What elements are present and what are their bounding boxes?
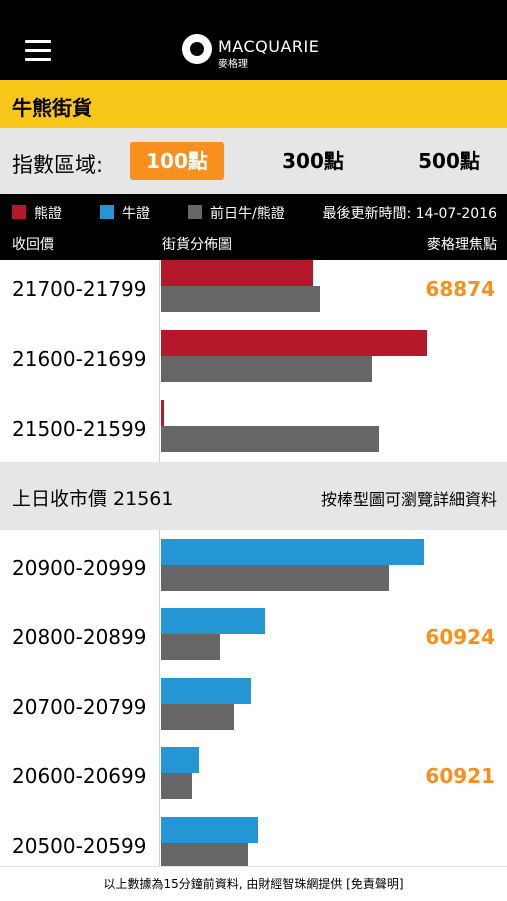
- previous-bar[interactable]: [161, 356, 372, 382]
- previous-bar[interactable]: [161, 704, 234, 730]
- bear-row[interactable]: 21500-21599: [0, 400, 507, 470]
- detail-hint: 按棒型圖可瀏覽詳細資料: [320, 490, 497, 509]
- macquarie-logo-icon: [182, 34, 212, 64]
- range-label: 20800-20899: [12, 625, 147, 649]
- legend-prev: 前日牛/熊證: [210, 206, 285, 222]
- previous-bar[interactable]: [161, 773, 192, 799]
- bear-bar[interactable]: [161, 400, 164, 426]
- previous-bar[interactable]: [161, 843, 248, 869]
- range-option-100[interactable]: 100點: [130, 142, 224, 180]
- range-option-300[interactable]: 300點: [282, 149, 344, 173]
- legend-bar: 熊證 牛證 前日牛/熊證 最後更新時間: 14-07-2016 收回價 街貨分佈…: [0, 194, 507, 260]
- focus-value: 68874: [425, 277, 495, 301]
- range-label: 20900-20999: [12, 556, 147, 580]
- range-label: 20600-20699: [12, 764, 147, 788]
- range-label: 21700-21799: [12, 277, 147, 301]
- bear-bar[interactable]: [161, 260, 313, 286]
- bull-bar[interactable]: [161, 678, 251, 704]
- bull-row[interactable]: 20500-20599: [0, 817, 507, 887]
- previous-bar[interactable]: [161, 565, 389, 591]
- prev-swatch: [188, 205, 202, 219]
- legend-bull: 牛證: [122, 206, 150, 222]
- bull-swatch: [100, 205, 114, 219]
- bear-bar[interactable]: [161, 330, 427, 356]
- bull-row[interactable]: 20800-20899 60924: [0, 608, 507, 678]
- column-header-chart: 街貨分佈圖: [162, 237, 232, 253]
- previous-close-bar: 上日收市價 21561 按棒型圖可瀏覽詳細資料: [0, 462, 507, 530]
- logo-text: MACQUARIE: [218, 37, 320, 56]
- bull-bar[interactable]: [161, 747, 199, 773]
- focus-value: 60921: [425, 764, 495, 788]
- bull-row[interactable]: 20900-20999: [0, 539, 507, 609]
- last-updated: 最後更新時間: 14-07-2016: [322, 206, 497, 222]
- chart-axis-bear: [159, 260, 160, 462]
- footer-disclaimer[interactable]: 以上數據為15分鐘前資料, 由財經智珠網提供 [免責聲明]: [0, 866, 507, 900]
- bull-bar[interactable]: [161, 539, 424, 565]
- range-label: 21500-21599: [12, 417, 147, 441]
- previous-bar[interactable]: [161, 634, 220, 660]
- previous-bar[interactable]: [161, 426, 379, 452]
- bull-row[interactable]: 20600-20699 60921: [0, 747, 507, 817]
- column-header-range: 收回價: [12, 237, 54, 253]
- bear-row[interactable]: 21600-21699: [0, 330, 507, 400]
- bear-row[interactable]: 21700-21799 68874: [0, 260, 507, 330]
- range-label: 指數區域:: [12, 153, 104, 177]
- bull-bar[interactable]: [161, 817, 258, 843]
- column-header-focus: 麥格理焦點: [427, 237, 497, 253]
- logo-subtext: 麥格理: [218, 59, 248, 70]
- hamburger-menu-icon[interactable]: [25, 40, 51, 62]
- bear-swatch: [12, 205, 26, 219]
- range-label: 21600-21699: [12, 347, 147, 371]
- page-title: 牛熊街貨: [12, 96, 92, 120]
- previous-bar[interactable]: [161, 286, 320, 312]
- chart-axis-bull: [159, 530, 160, 866]
- focus-value: 60924: [425, 625, 495, 649]
- bull-row[interactable]: 20700-20799: [0, 678, 507, 748]
- range-label: 20500-20599: [12, 834, 147, 858]
- previous-close: 上日收市價 21561: [12, 488, 174, 510]
- top-bar: MACQUARIE 麥格理: [0, 0, 507, 80]
- range-label: 20700-20799: [12, 695, 147, 719]
- legend-bear: 熊證: [34, 206, 62, 222]
- bull-bar[interactable]: [161, 608, 265, 634]
- page-title-bar: 牛熊街貨: [0, 80, 507, 128]
- range-selector: 指數區域: 100點 300點 500點: [0, 128, 507, 194]
- range-option-500[interactable]: 500點: [418, 149, 480, 173]
